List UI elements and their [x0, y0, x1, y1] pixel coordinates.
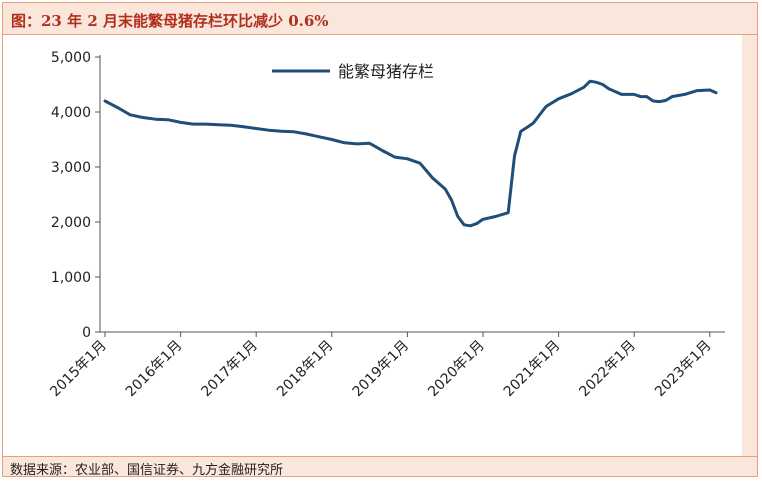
y-tick-label: 1,000 — [51, 270, 91, 286]
legend: 能繁母猪存栏 — [272, 62, 434, 81]
y-axis-ticks: 0 1,000 2,000 3,000 4,000 5,000 — [51, 50, 100, 341]
x-tick-label: 2022年1月 — [576, 338, 639, 401]
title-bar: 图：23 年 2 月末能繁母猪存栏环比减少 0.6% — [3, 3, 757, 35]
y-tick-label: 5,000 — [51, 50, 91, 66]
x-tick-label: 2016年1月 — [123, 338, 186, 401]
x-tick-label: 2017年1月 — [198, 338, 261, 401]
x-axis-ticks: 2015年1月 2016年1月 2017年1月 2018年1月 2019年1月 2020年… — [47, 332, 715, 401]
y-tick-label: 4,000 — [51, 105, 91, 121]
x-tick-label: 2020年1月 — [425, 338, 488, 401]
x-tick-label: 2015年1月 — [47, 338, 110, 401]
figure-frame — [2, 2, 758, 477]
legend-label: 能繁母猪存栏 — [338, 62, 434, 81]
source-bar: 数据来源：农业部、国信证券、九方金融研究所 — [3, 456, 757, 478]
y-tick-label: 0 — [82, 325, 91, 341]
x-tick-label: 2018年1月 — [274, 338, 337, 401]
right-margin-strip — [742, 35, 757, 456]
x-tick-label: 2021年1月 — [501, 338, 564, 401]
source-note: 数据来源：农业部、国信证券、九方金融研究所 — [10, 463, 284, 478]
axes — [99, 55, 725, 333]
x-tick-label: 2023年1月 — [652, 338, 715, 401]
y-tick-label: 2,000 — [51, 215, 91, 231]
x-tick-label: 2019年1月 — [350, 338, 413, 401]
chart-title: 图：23 年 2 月末能繁母猪存栏环比减少 0.6% — [11, 12, 329, 30]
y-tick-label: 3,000 — [51, 160, 91, 176]
series-line-sow-inventory — [103, 79, 718, 228]
